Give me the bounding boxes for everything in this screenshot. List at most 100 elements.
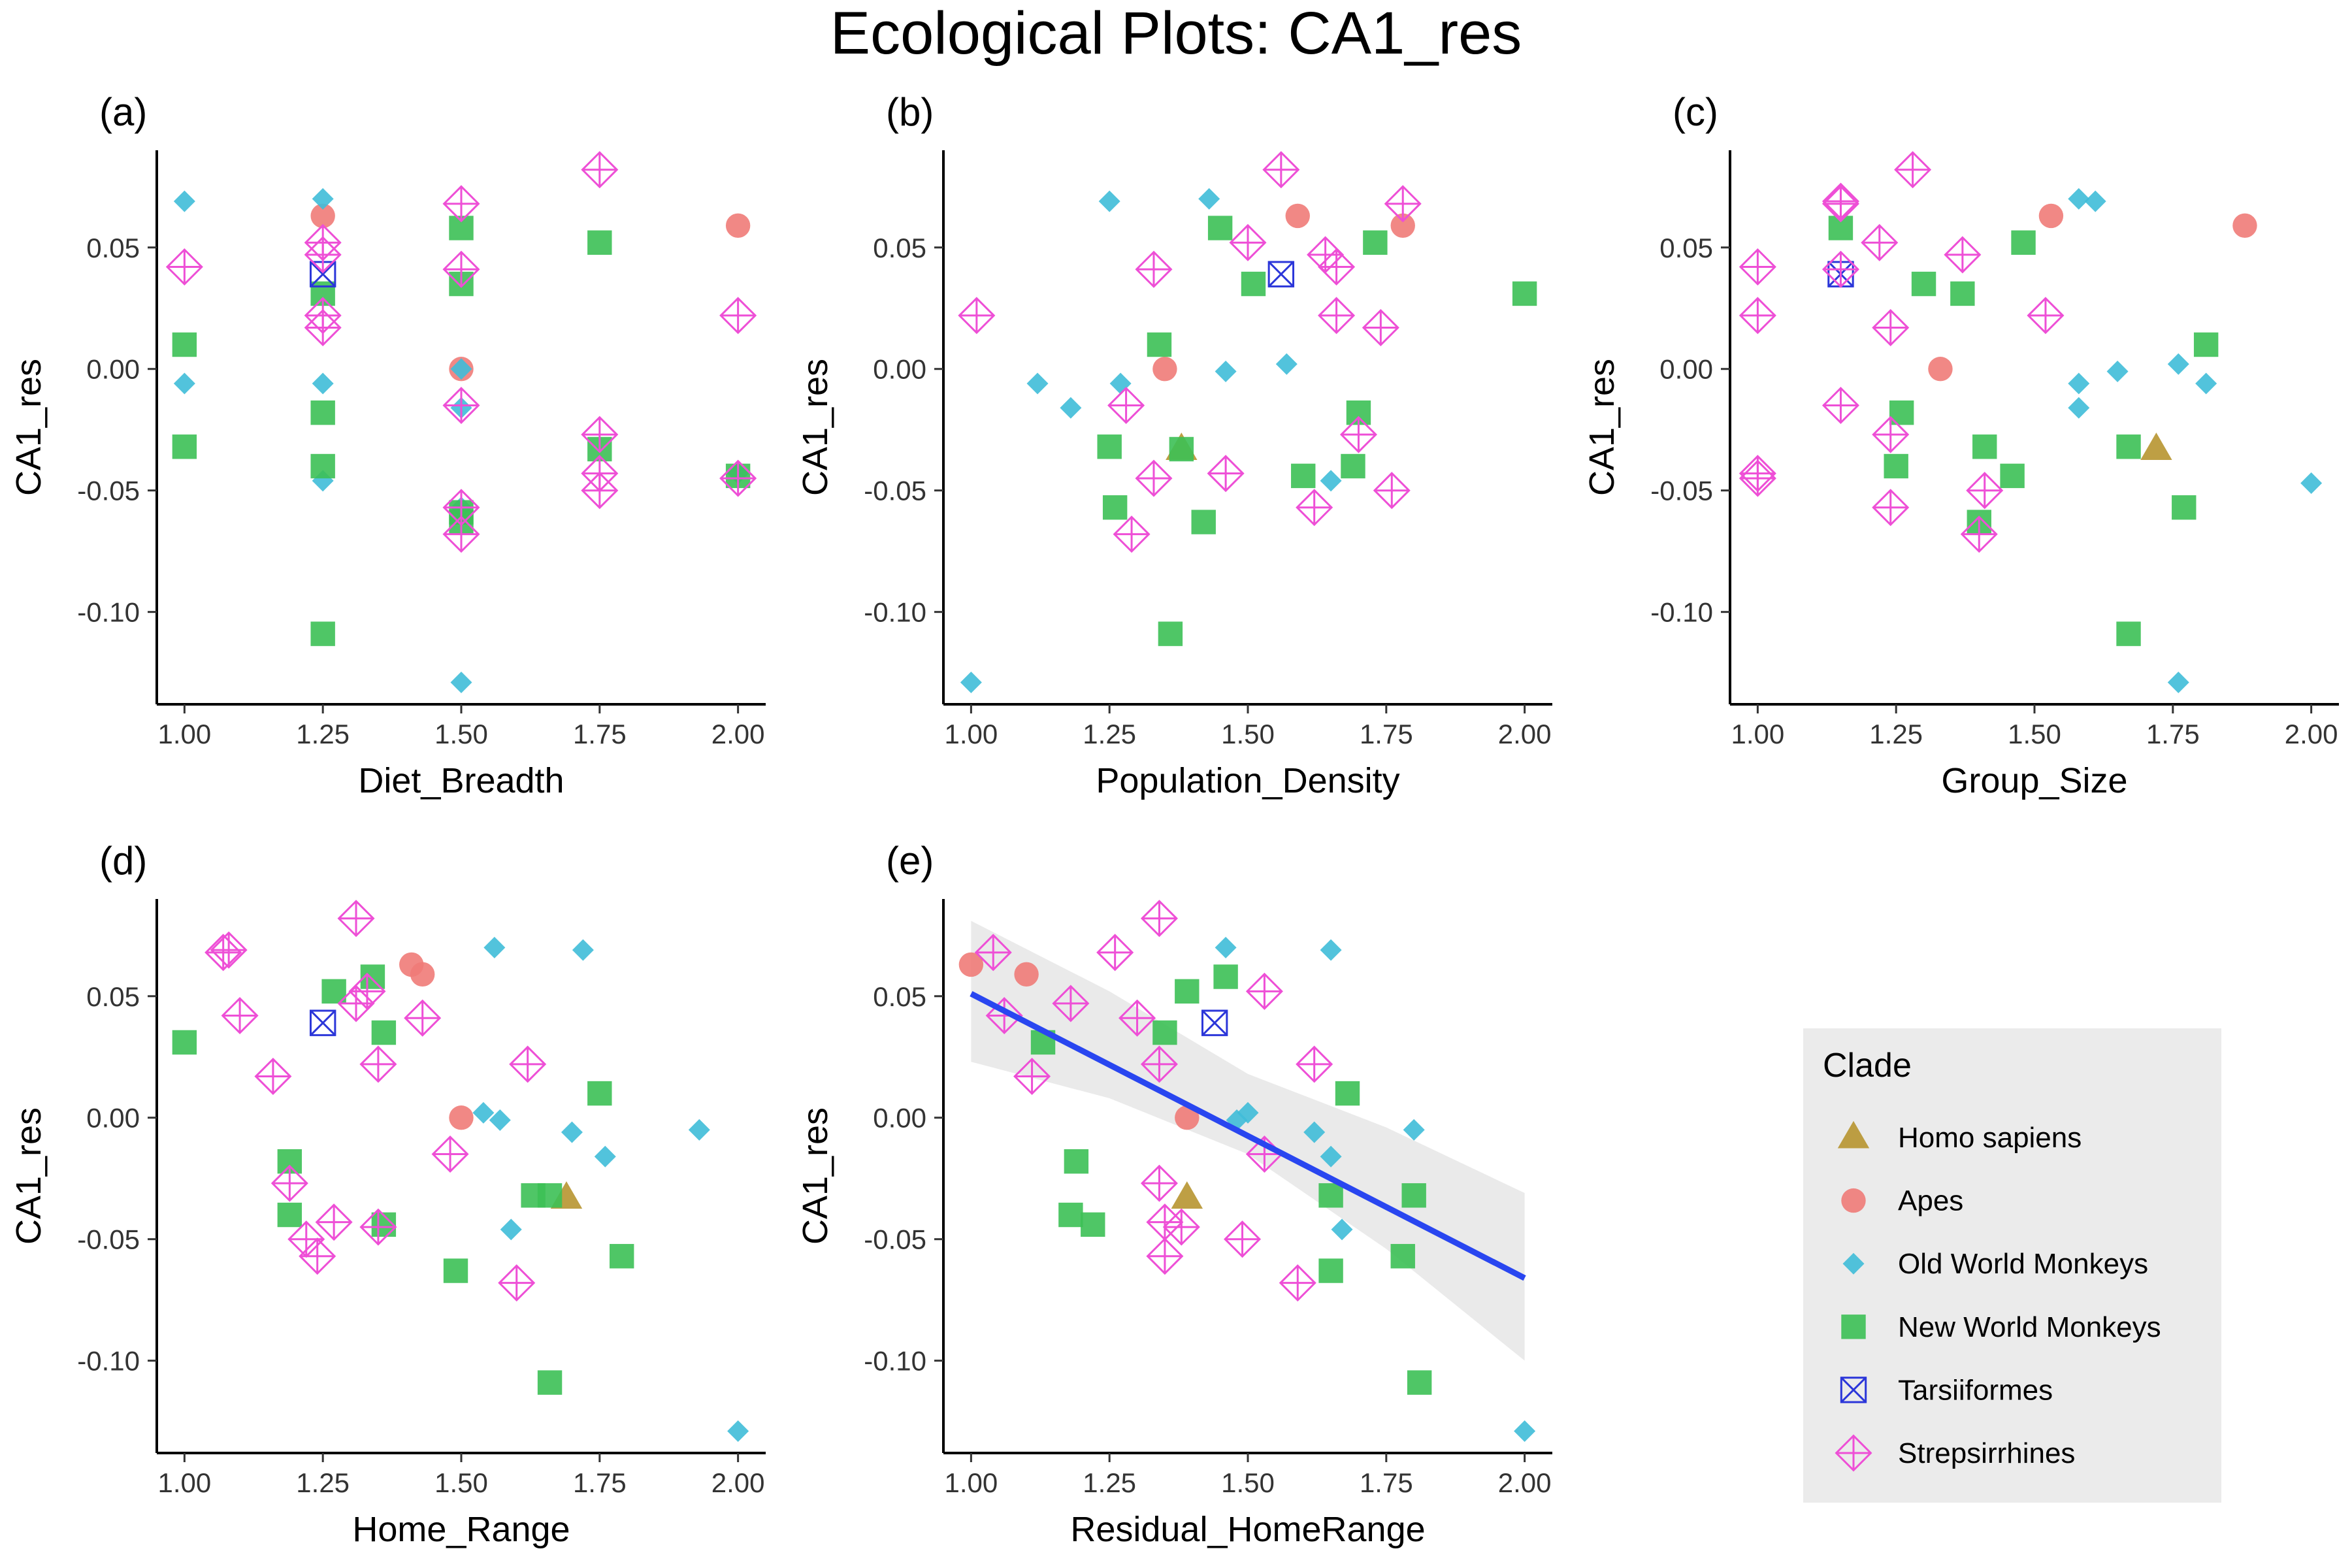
point-old-world-monkeys: [2068, 372, 2090, 395]
point-strepsirrhines: [1135, 250, 1173, 288]
legend-label: New World Monkeys: [1898, 1311, 2161, 1343]
series-homo-sapiens: [2140, 433, 2172, 460]
point-old-world-monkeys: [1275, 353, 1298, 375]
series-old-world-monkeys: [960, 188, 1342, 694]
point-old-world-monkeys: [2300, 472, 2323, 495]
point-homo-sapiens: [2140, 433, 2172, 460]
x-tick-label: 1.75: [2146, 719, 2200, 749]
point-strepsirrhines: [404, 999, 442, 1037]
x-tick-label: 1.25: [1083, 1467, 1136, 1498]
point-homo-sapiens: [1171, 1181, 1203, 1209]
point-strepsirrhines: [581, 416, 619, 453]
point-tarsiiformes: [1267, 261, 1295, 287]
point-old-world-monkeys: [1303, 1121, 1326, 1143]
point-strepsirrhines: [1960, 515, 1998, 553]
series-apes: [1928, 203, 2257, 382]
x-tick-label: 1.75: [1360, 719, 1413, 749]
point-old-world-monkeys: [2084, 190, 2106, 212]
legend-title: Clade: [1823, 1047, 1912, 1085]
x-tick-label: 2.00: [1498, 1467, 1552, 1498]
point-old-world-monkeys: [727, 1420, 749, 1443]
point-apes: [2232, 213, 2257, 238]
y-tick-label: 0.00: [873, 1103, 926, 1134]
x-tick-label: 1.50: [434, 1467, 488, 1498]
point-new-world-monkeys: [1169, 436, 1194, 462]
point-new-world-monkeys: [1335, 1081, 1360, 1106]
x-tick-label: 1.25: [1869, 719, 1923, 749]
series-homo-sapiens: [1171, 1181, 1203, 1209]
legend-entry-old-world-monkeys: Old World Monkeys: [1842, 1248, 2148, 1280]
panel-label: (e): [886, 839, 934, 883]
panel-e: (e) 1.00 1.25 1.50 1.75 2.00 0.05 0.00 -0.05 -0.1…: [796, 839, 1552, 1549]
point-strepsirrhines: [304, 308, 342, 347]
point-strepsirrhines: [1279, 1264, 1316, 1302]
point-new-world-monkeys: [1097, 434, 1122, 459]
point-new-world-monkeys: [310, 621, 335, 646]
y-tick-label: -0.10: [77, 1346, 140, 1377]
point-tarsiiformes: [309, 1009, 336, 1036]
point-new-world-monkeys: [2000, 463, 2025, 489]
series-tarsiiformes: [309, 261, 336, 287]
point-old-world-monkeys: [1237, 1102, 1259, 1124]
point-new-world-monkeys: [1390, 1244, 1415, 1269]
point-new-world-monkeys: [277, 1202, 302, 1228]
point-strepsirrhines: [581, 151, 619, 189]
point-old-world-monkeys: [173, 372, 195, 395]
point-old-world-monkeys: [1026, 372, 1049, 395]
confidence-band: [971, 921, 1525, 1361]
legend-key-diamond-plus: [1835, 1434, 1872, 1472]
legend-entry-homo-sapiens: Homo sapiens: [1837, 1120, 2082, 1154]
point-old-world-monkeys: [1514, 1420, 1536, 1443]
point-strepsirrhines: [1162, 1208, 1200, 1246]
point-new-world-monkeys: [1081, 1212, 1105, 1237]
point-new-world-monkeys: [1401, 1183, 1426, 1208]
legend-key-circle: [1841, 1188, 1866, 1213]
series-apes: [958, 952, 1200, 1130]
y-axis-label: CA1_res: [796, 1107, 835, 1245]
point-strepsirrhines: [299, 1237, 336, 1275]
point-new-world-monkeys: [587, 230, 612, 255]
point-new-world-monkeys: [1058, 1202, 1083, 1228]
panel-label: (c): [1673, 90, 1718, 134]
point-strepsirrhines: [1318, 248, 1356, 286]
point-strepsirrhines: [1113, 515, 1151, 553]
x-axis-label: Home_Range: [352, 1510, 570, 1549]
point-strepsirrhines: [1262, 151, 1300, 189]
point-old-world-monkeys: [1403, 1119, 1425, 1141]
point-strepsirrhines: [498, 1264, 536, 1302]
point-new-world-monkeys: [1950, 281, 1975, 306]
series-strepsirrhines: [165, 151, 757, 553]
point-new-world-monkeys: [1191, 510, 1216, 534]
point-apes: [2038, 203, 2064, 229]
point-old-world-monkeys: [173, 190, 195, 212]
series-tarsiiformes: [1201, 1009, 1228, 1036]
point-strepsirrhines: [1872, 308, 1910, 347]
point-old-world-monkeys: [1320, 939, 1342, 961]
point-new-world-monkeys: [1318, 1183, 1343, 1208]
x-axis-label: Group_Size: [1941, 761, 2127, 800]
point-strepsirrhines: [1013, 1057, 1051, 1096]
panel-d: (d) 1.00 1.25 1.50 1.75 2.00 0.05 0.00 -0.05 -0.1…: [9, 839, 766, 1549]
point-new-world-monkeys: [610, 1244, 634, 1269]
point-strepsirrhines: [210, 931, 248, 969]
y-tick-label: 0.05: [86, 233, 140, 263]
point-old-world-monkeys: [2195, 372, 2217, 395]
point-new-world-monkeys: [310, 453, 335, 479]
point-apes: [1014, 962, 1039, 987]
point-strepsirrhines: [1140, 900, 1178, 938]
x-tick-label: 1.75: [573, 1467, 627, 1498]
point-strepsirrhines: [1384, 185, 1422, 223]
y-tick-label: -0.10: [77, 597, 140, 628]
point-strepsirrhines: [1821, 182, 1859, 220]
point-strepsirrhines: [254, 1057, 292, 1096]
point-strepsirrhines: [719, 297, 757, 335]
point-apes: [1152, 357, 1177, 382]
legend-key-triangle: [1837, 1120, 1870, 1149]
series-new-world-monkeys: [1030, 964, 1432, 1395]
point-tarsiiformes: [309, 261, 336, 287]
point-old-world-monkeys: [1320, 1145, 1342, 1168]
y-tick-label: 0.00: [1659, 354, 1713, 385]
x-tick-label: 1.00: [944, 1467, 998, 1498]
y-tick-label: -0.10: [1650, 597, 1713, 628]
point-apes: [449, 1105, 474, 1130]
